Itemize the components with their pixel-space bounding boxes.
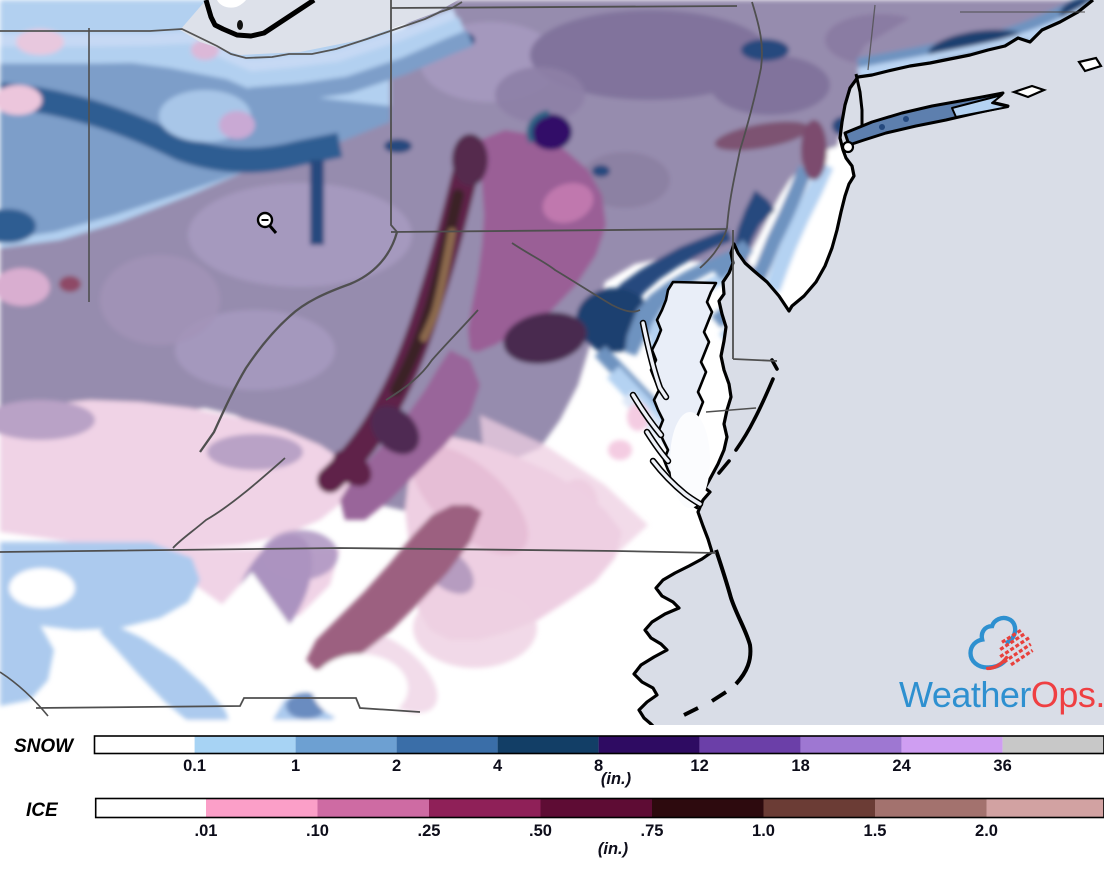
- svg-text:36: 36: [993, 757, 1011, 775]
- svg-text:.10: .10: [306, 822, 329, 840]
- svg-text:.50: .50: [529, 822, 552, 840]
- svg-text:1.5: 1.5: [864, 822, 887, 840]
- svg-text:0.1: 0.1: [183, 757, 206, 775]
- svg-text:18: 18: [791, 757, 809, 775]
- svg-text:12: 12: [690, 757, 708, 775]
- svg-text:.75: .75: [641, 822, 664, 840]
- svg-text:SNOW: SNOW: [14, 736, 75, 757]
- svg-text:8: 8: [594, 757, 603, 775]
- svg-text:.25: .25: [418, 822, 441, 840]
- svg-text:1: 1: [291, 757, 300, 775]
- svg-text:ICE: ICE: [26, 800, 59, 821]
- svg-text:4: 4: [493, 757, 503, 775]
- svg-text:WeatherOps.: WeatherOps.: [899, 674, 1104, 715]
- svg-text:.01: .01: [195, 822, 218, 840]
- svg-text:(in.): (in.): [598, 840, 629, 858]
- svg-text:2: 2: [392, 757, 401, 775]
- svg-text:(in.): (in.): [601, 770, 632, 788]
- svg-text:2.0: 2.0: [975, 822, 998, 840]
- svg-text:1.0: 1.0: [752, 822, 775, 840]
- svg-text:24: 24: [892, 757, 911, 775]
